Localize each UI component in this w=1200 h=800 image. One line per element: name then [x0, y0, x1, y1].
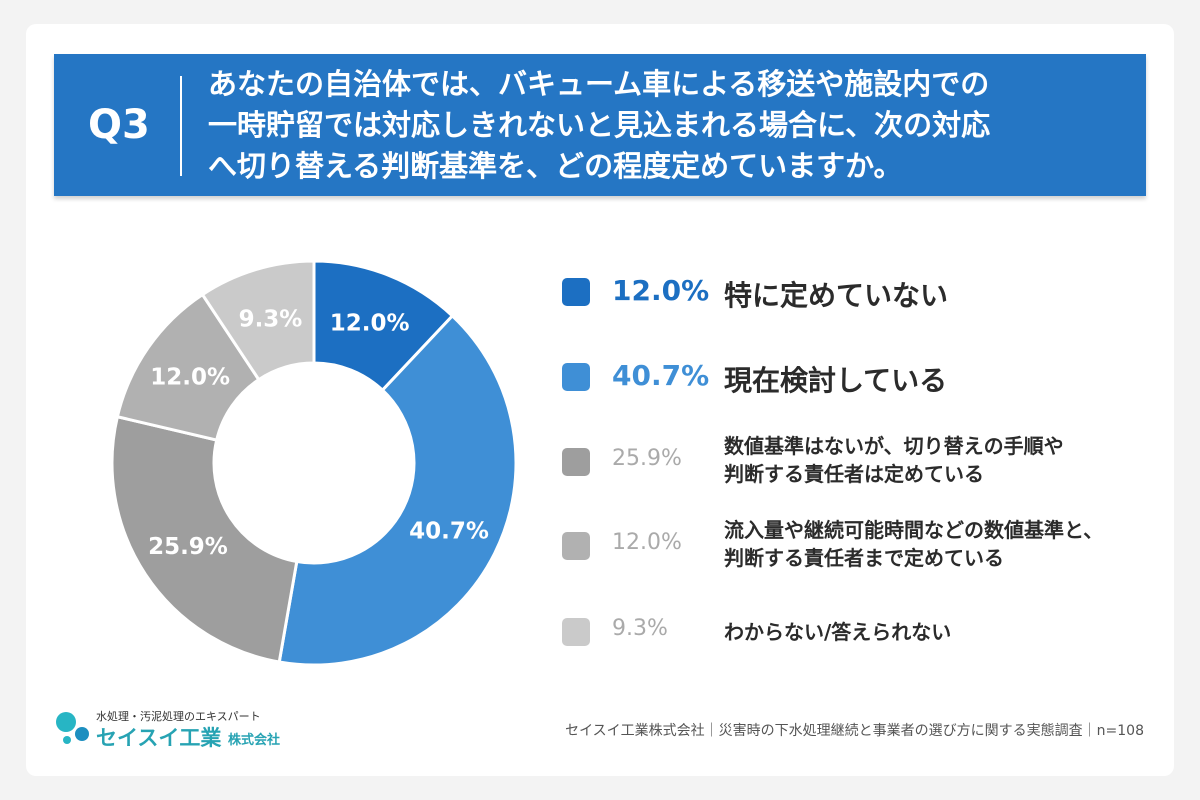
donut-slice-1 [277, 313, 518, 667]
legend-label: 特に定めていない [724, 279, 949, 312]
question-header: Q3 あなたの自治体では、バキューム車による移送や施設内での 一時貯留では対応し… [54, 54, 1146, 196]
legend-label: 現在検討している [724, 364, 948, 397]
company-logo-icon [56, 712, 89, 744]
legend-percent: 12.0% [612, 274, 710, 307]
legend-percent: 40.7% [612, 359, 710, 392]
header-divider [180, 76, 182, 176]
question-line: あなたの自治体では、バキューム車による移送や施設内での [208, 67, 990, 101]
donut-chart: 12.0% 40.7% 25.9% 12.0% 9.3% [110, 259, 518, 667]
legend-swatch [562, 618, 590, 646]
legend-label-line: 流入量や継続可能時間などの数値基準と、 [724, 518, 1104, 542]
legend-swatch [562, 448, 590, 476]
legend-percent: 25.9% [612, 446, 682, 471]
logo-tagline: 水処理・汚泥処理のエキスパート [96, 710, 261, 723]
legend-percent: 12.0% [612, 530, 682, 555]
donut-slice-2 [110, 414, 299, 664]
question-number: Q3 [88, 102, 150, 148]
question-line: へ切り替える判断基準を、どの程度定めていますか。 [208, 149, 903, 183]
donut-slice-label: 12.0% [150, 365, 230, 391]
survey-source: セイスイ工業株式会社｜災害時の下水処理継続と事業者の選び方に関する実態調査｜n=… [565, 723, 1144, 739]
legend-label-line: 判断する責任者は定めている [724, 462, 984, 486]
legend-label: わからない/答えられない [724, 620, 952, 644]
legend-label: 数値基準はないが、切り替えの手順や 判断する責任者は定めている [724, 432, 1064, 488]
legend-label-line: 判断する責任者まで定めている [724, 546, 1004, 570]
donut-slice-label: 25.9% [148, 534, 228, 560]
donut-slice-label: 9.3% [239, 306, 303, 332]
logo-name: セイスイ工業 [96, 726, 222, 750]
logo-suffix: 株式会社 [228, 733, 281, 748]
donut-slice-label: 12.0% [330, 311, 410, 337]
legend-label: 流入量や継続可能時間などの数値基準と、 判断する責任者まで定めている [724, 516, 1103, 572]
legend-swatch [562, 532, 590, 560]
legend-label-line: 数値基準はないが、切り替えの手順や [724, 434, 1064, 458]
legend-swatch [562, 363, 590, 391]
question-line: 一時貯留では対応しきれないと見込まれる場合に、次の対応 [208, 108, 991, 142]
legend-swatch [562, 278, 590, 306]
donut-slice-4 [200, 259, 316, 382]
question-text: あなたの自治体では、バキューム車による移送や施設内での 一時貯留では対応しきれな… [208, 64, 1118, 187]
legend-percent: 9.3% [612, 616, 668, 641]
donut-slice-label: 40.7% [409, 519, 489, 545]
